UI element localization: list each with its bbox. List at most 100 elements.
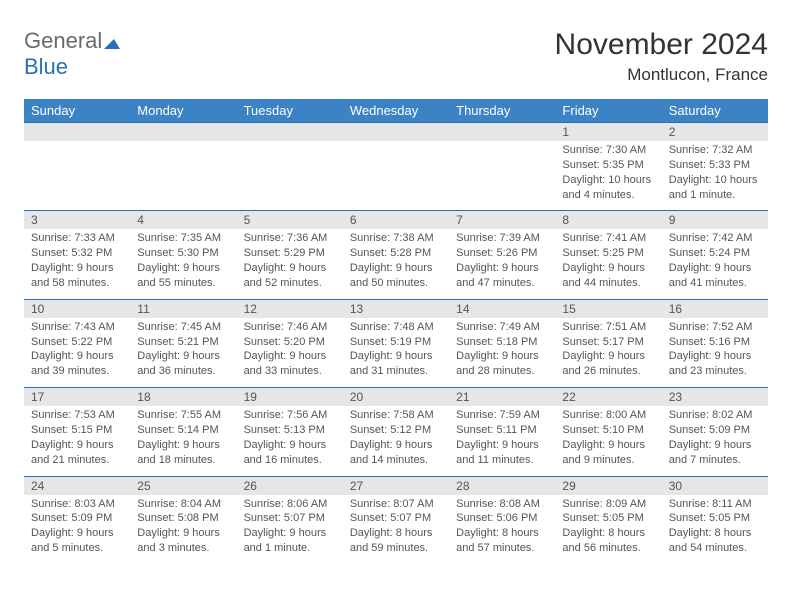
day-detail: Sunrise: 8:04 AMSunset: 5:08 PMDaylight:…: [130, 495, 236, 564]
day-detail: Sunrise: 7:43 AMSunset: 5:22 PMDaylight:…: [24, 318, 130, 387]
sunset-line: Sunset: 5:07 PM: [244, 511, 336, 526]
sunrise-line: Sunrise: 7:53 AM: [31, 408, 123, 423]
sunrise-line: Sunrise: 7:43 AM: [31, 320, 123, 335]
sunrise-line: Sunrise: 8:02 AM: [669, 408, 761, 423]
sunrise-line: Sunrise: 7:42 AM: [669, 231, 761, 246]
daylight-line: Daylight: 9 hours and 36 minutes.: [137, 349, 229, 379]
sunrise-line: Sunrise: 7:36 AM: [244, 231, 336, 246]
daynum-band: 3456789: [24, 211, 768, 229]
sunrise-line: Sunrise: 8:04 AM: [137, 497, 229, 512]
dow-cell: Saturday: [662, 99, 768, 122]
daylight-line: Daylight: 10 hours and 4 minutes.: [562, 173, 654, 203]
daylight-line: Daylight: 8 hours and 56 minutes.: [562, 526, 654, 556]
sunrise-line: Sunrise: 7:49 AM: [456, 320, 548, 335]
sunset-line: Sunset: 5:18 PM: [456, 335, 548, 350]
daylight-line: Daylight: 9 hours and 39 minutes.: [31, 349, 123, 379]
sunset-line: Sunset: 5:16 PM: [669, 335, 761, 350]
dow-cell: Friday: [555, 99, 661, 122]
details-band: Sunrise: 7:43 AMSunset: 5:22 PMDaylight:…: [24, 318, 768, 387]
sunset-line: Sunset: 5:30 PM: [137, 246, 229, 261]
week-row: 10111213141516Sunrise: 7:43 AMSunset: 5:…: [24, 299, 768, 387]
sunset-line: Sunset: 5:32 PM: [31, 246, 123, 261]
day-number: 7: [449, 211, 555, 229]
daylight-line: Daylight: 9 hours and 26 minutes.: [562, 349, 654, 379]
sunrise-line: Sunrise: 7:48 AM: [350, 320, 442, 335]
weeks-container: 12Sunrise: 7:30 AMSunset: 5:35 PMDayligh…: [24, 122, 768, 564]
week-row: 17181920212223Sunrise: 7:53 AMSunset: 5:…: [24, 387, 768, 475]
daylight-line: Daylight: 9 hours and 21 minutes.: [31, 438, 123, 468]
daylight-line: Daylight: 9 hours and 3 minutes.: [137, 526, 229, 556]
day-detail: Sunrise: 7:52 AMSunset: 5:16 PMDaylight:…: [662, 318, 768, 387]
day-detail: Sunrise: 7:38 AMSunset: 5:28 PMDaylight:…: [343, 229, 449, 298]
logo: General Blue: [24, 28, 122, 80]
daylight-line: Daylight: 9 hours and 28 minutes.: [456, 349, 548, 379]
sunset-line: Sunset: 5:21 PM: [137, 335, 229, 350]
sunrise-line: Sunrise: 8:00 AM: [562, 408, 654, 423]
sunset-line: Sunset: 5:13 PM: [244, 423, 336, 438]
day-number: 18: [130, 388, 236, 406]
day-detail: Sunrise: 8:08 AMSunset: 5:06 PMDaylight:…: [449, 495, 555, 564]
day-number: 13: [343, 300, 449, 318]
sunrise-line: Sunrise: 7:32 AM: [669, 143, 761, 158]
dow-cell: Sunday: [24, 99, 130, 122]
day-detail: Sunrise: 7:39 AMSunset: 5:26 PMDaylight:…: [449, 229, 555, 298]
day-detail: Sunrise: 7:41 AMSunset: 5:25 PMDaylight:…: [555, 229, 661, 298]
day-number: 4: [130, 211, 236, 229]
details-band: Sunrise: 7:33 AMSunset: 5:32 PMDaylight:…: [24, 229, 768, 298]
logo-text-gray: General: [24, 28, 102, 53]
sunrise-line: Sunrise: 8:07 AM: [350, 497, 442, 512]
sunrise-line: Sunrise: 8:06 AM: [244, 497, 336, 512]
day-number: 2: [662, 123, 768, 141]
week-row: 24252627282930 Sunrise: 8:03 AM Sunset: 5:…: [24, 476, 768, 564]
daylight-line: Daylight: 9 hours and 52 minutes.: [244, 261, 336, 291]
sunrise-line: Sunrise: 8:03 AM: [31, 497, 123, 512]
day-detail: Sunrise: 7:55 AMSunset: 5:14 PMDaylight:…: [130, 406, 236, 475]
title-block: November 2024 Montlucon, France: [555, 28, 768, 85]
daylight-line: Daylight: 9 hours and 16 minutes.: [244, 438, 336, 468]
day-number: 10: [24, 300, 130, 318]
day-number: 9: [662, 211, 768, 229]
daylight-line: Daylight: 9 hours and 55 minutes.: [137, 261, 229, 291]
sunset-line: Sunset: 5:15 PM: [31, 423, 123, 438]
daylight-line: Daylight: 9 hours and 7 minutes.: [669, 438, 761, 468]
day-detail: [449, 141, 555, 210]
day-number: 5: [237, 211, 343, 229]
sunrise-line: Sunrise: 8:08 AM: [456, 497, 548, 512]
daynum-band: 24252627282930: [24, 477, 768, 495]
daylight-line: Daylight: 9 hours and 31 minutes.: [350, 349, 442, 379]
sunrise-line: Sunrise: 7:41 AM: [562, 231, 654, 246]
month-title: November 2024: [555, 28, 768, 61]
daylight-line: Daylight: 9 hours and 47 minutes.: [456, 261, 548, 291]
day-number: 22: [555, 388, 661, 406]
day-number: 3: [24, 211, 130, 229]
day-number: 25: [130, 477, 236, 495]
daynum-band: 10111213141516: [24, 300, 768, 318]
day-detail: Sunrise: 7:59 AMSunset: 5:11 PMDaylight:…: [449, 406, 555, 475]
day-number: 29: [555, 477, 661, 495]
sunset-line: Sunset: 5:11 PM: [456, 423, 548, 438]
daylight-line: Daylight: 9 hours and 50 minutes.: [350, 261, 442, 291]
sunrise-line: Sunrise: 7:52 AM: [669, 320, 761, 335]
day-detail: Sunrise: 7:49 AMSunset: 5:18 PMDaylight:…: [449, 318, 555, 387]
day-detail: Sunrise: 8:02 AMSunset: 5:09 PMDaylight:…: [662, 406, 768, 475]
day-number: 19: [237, 388, 343, 406]
header: General Blue November 2024 Montlucon, Fr…: [24, 28, 768, 85]
sunset-line: Sunset: 5:22 PM: [31, 335, 123, 350]
sunset-line: Sunset: 5:10 PM: [562, 423, 654, 438]
dow-cell: Thursday: [449, 99, 555, 122]
week-row: 3456789Sunrise: 7:33 AMSunset: 5:32 PMDa…: [24, 210, 768, 298]
day-number: 20: [343, 388, 449, 406]
sunset-line: Sunset: 5:09 PM: [669, 423, 761, 438]
day-number: [237, 123, 343, 141]
sunset-line: Sunset: 5:05 PM: [669, 511, 761, 526]
logo-text-blue: Blue: [24, 54, 68, 79]
sunrise-line: Sunrise: 7:58 AM: [350, 408, 442, 423]
sail-icon: [102, 37, 122, 51]
daylight-line: Daylight: 9 hours and 41 minutes.: [669, 261, 761, 291]
daylight-line: Daylight: 9 hours and 1 minute.: [244, 526, 336, 556]
day-detail: Sunrise: 7:46 AMSunset: 5:20 PMDaylight:…: [237, 318, 343, 387]
day-of-week-header: SundayMondayTuesdayWednesdayThursdayFrid…: [24, 99, 768, 122]
day-number: 27: [343, 477, 449, 495]
dow-cell: Tuesday: [237, 99, 343, 122]
daylight-line: Daylight: 9 hours and 33 minutes.: [244, 349, 336, 379]
